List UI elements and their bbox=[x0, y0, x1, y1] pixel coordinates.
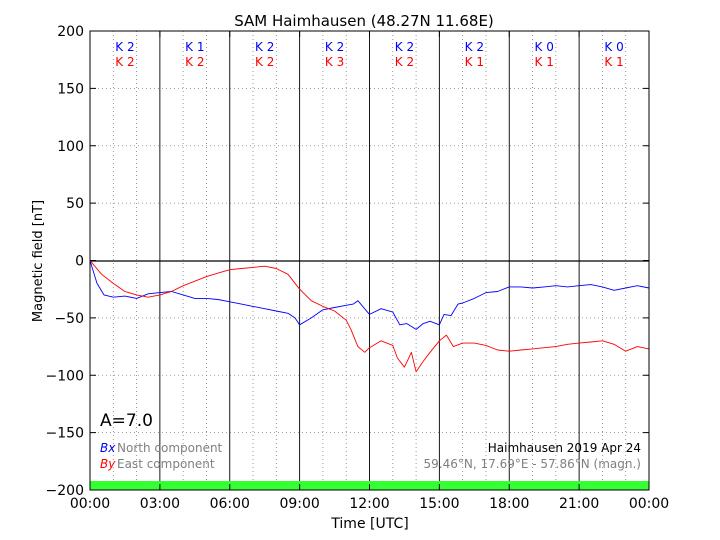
x-tick-label: 00:00 bbox=[70, 496, 110, 512]
plot-area: K 2K 2K 1K 2K 2K 2K 2K 3K 2K 2K 2K 1K 0K… bbox=[89, 30, 650, 491]
k-index-east: K 1 bbox=[465, 55, 484, 69]
x-axis-label: Time [UTC] bbox=[330, 516, 408, 532]
y-tick-label: −50 bbox=[54, 311, 84, 327]
legend-east-symbol: By bbox=[100, 457, 116, 471]
x-tick-label: 06:00 bbox=[210, 496, 250, 512]
x-tick-labels: 00:00 03:00 06:00 09:00 12:00 15:00 18:00 21:00… bbox=[70, 496, 669, 512]
grid-lines bbox=[90, 31, 649, 490]
legend: Bx North component By East component bbox=[100, 441, 223, 471]
x-tick-label: 00:00 bbox=[629, 496, 669, 512]
x-tick-label: 15:00 bbox=[419, 496, 459, 512]
series-line-north bbox=[89, 260, 650, 330]
y-tick-label: −150 bbox=[46, 426, 84, 442]
k-index-north: K 2 bbox=[255, 40, 274, 54]
chart-title: SAM Haimhausen (48.27N 11.68E) bbox=[234, 12, 494, 30]
x-tick-label: 12:00 bbox=[349, 496, 389, 512]
k-index-east: K 2 bbox=[185, 55, 204, 69]
k-index-labels: K 2K 2K 1K 2K 2K 2K 2K 3K 2K 2K 2K 1K 0K… bbox=[115, 40, 623, 69]
y-tick-label: −200 bbox=[46, 483, 84, 499]
a-index: A=7.0 bbox=[100, 411, 153, 431]
x-tick-label: 21:00 bbox=[559, 496, 599, 512]
axis-ticks bbox=[89, 30, 650, 491]
y-tick-label: 50 bbox=[66, 196, 84, 212]
y-tick-labels: −200 −150 −100 −50 0 50 100 150 200 bbox=[46, 24, 84, 499]
series-line-east bbox=[89, 260, 650, 373]
k-index-north: K 2 bbox=[325, 40, 344, 54]
legend-east-label: East component bbox=[117, 457, 215, 471]
y-tick-label: 150 bbox=[57, 81, 84, 97]
y-axis-label: Magnetic field [nT] bbox=[31, 200, 46, 322]
y-tick-label: 200 bbox=[57, 24, 84, 40]
legend-north-symbol: Bx bbox=[100, 441, 116, 455]
station-info-line2: 59.46°N, 17.69°E - 57.86°N (magn.) bbox=[424, 457, 641, 471]
k-index-east: K 2 bbox=[395, 55, 414, 69]
k-index-north: K 2 bbox=[115, 40, 134, 54]
x-tick-label: 03:00 bbox=[140, 496, 180, 512]
legend-north-label: North component bbox=[117, 441, 223, 455]
series-lines bbox=[89, 260, 650, 373]
k-index-east: K 2 bbox=[255, 55, 274, 69]
y-tick-label: 100 bbox=[57, 139, 84, 155]
k-index-north: K 2 bbox=[395, 40, 414, 54]
k-index-east: K 3 bbox=[325, 55, 344, 69]
y-tick-label: 0 bbox=[75, 254, 84, 270]
k-index-north: K 2 bbox=[465, 40, 484, 54]
k-index-east: K 1 bbox=[604, 55, 623, 69]
k-index-east: K 1 bbox=[535, 55, 554, 69]
k-index-north: K 0 bbox=[604, 40, 623, 54]
k-index-north: K 0 bbox=[535, 40, 554, 54]
station-info-line1: Haimhausen 2019 Apr 24 bbox=[488, 441, 641, 455]
y-tick-label: −100 bbox=[46, 368, 84, 384]
k-index-east: K 2 bbox=[115, 55, 134, 69]
x-tick-label: 18:00 bbox=[489, 496, 529, 512]
k-index-north: K 1 bbox=[185, 40, 204, 54]
x-tick-label: 09:00 bbox=[279, 496, 319, 512]
